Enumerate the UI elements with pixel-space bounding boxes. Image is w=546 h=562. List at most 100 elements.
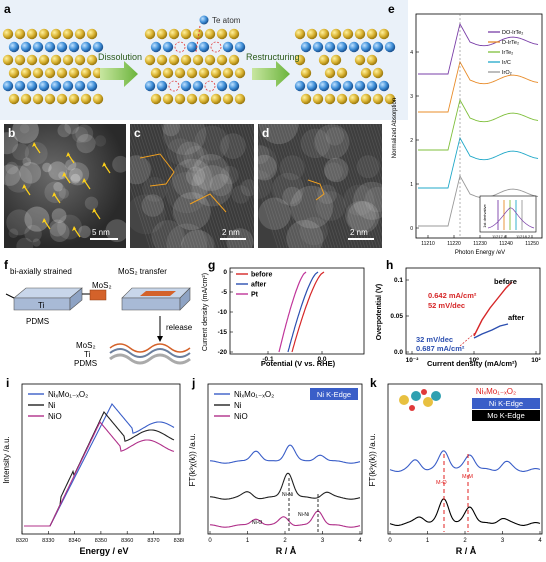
- k-edge-1: Ni K-Edge: [489, 399, 523, 408]
- i-legend-1: NiₓMo₁₋ₓO₂: [48, 390, 88, 399]
- svg-text:0: 0: [208, 538, 212, 544]
- svg-text:10²: 10²: [531, 357, 541, 364]
- svg-text:11230: 11230: [473, 241, 487, 247]
- f-title-1: bi-axially strained: [10, 267, 72, 276]
- svg-text:4: 4: [358, 538, 362, 544]
- h-before: before: [494, 277, 517, 286]
- f-title-2: MoS₂ transfer: [118, 267, 167, 276]
- svg-text:8320: 8320: [16, 538, 28, 544]
- panel-a-schematic: Dissolution Restructuring Te atom: [0, 0, 408, 120]
- svg-text:8370: 8370: [147, 538, 159, 544]
- panel-e-label: e: [388, 2, 395, 16]
- i-legend-3: NiO: [48, 412, 62, 421]
- svg-text:0.0: 0.0: [394, 349, 403, 356]
- panel-d-label: d: [262, 126, 270, 140]
- e-inset-ylabel: 1st derivative: [482, 203, 487, 227]
- e-curve-1: [418, 22, 539, 75]
- svg-text:4: 4: [538, 538, 542, 544]
- g-legend-Pt: Pt: [251, 292, 259, 299]
- k-ylabel: FT(k³χ(k)) /a.u.: [368, 433, 377, 486]
- svg-text:2: 2: [463, 538, 467, 544]
- panel-b-label: b: [8, 126, 16, 140]
- svg-text:-20: -20: [218, 349, 228, 356]
- j-ylabel: FT(k³χ(k)) /a.u.: [188, 433, 197, 486]
- svg-text:0.0: 0.0: [317, 356, 326, 363]
- panel-f: f bi-axially strained MoS₂ transfer Ti P…: [0, 258, 196, 368]
- svg-text:2: 2: [283, 538, 287, 544]
- svg-text:8380: 8380: [174, 538, 184, 544]
- e-inset-xtick-2: 11218.2: [516, 234, 531, 239]
- k-edge-2: Mo K-Edge: [487, 411, 525, 420]
- h-after-j: 0.687 mA/cm²: [416, 344, 465, 353]
- tafel-chart: Overpotential (V) Current density (mA/cm…: [376, 267, 542, 368]
- panel-d-image: d 2 nm: [258, 124, 382, 248]
- panel-a-label: a: [4, 2, 11, 16]
- g-curve-after: [287, 271, 319, 353]
- e-legend-4: Ir/C: [502, 60, 511, 66]
- g-ylabel: Current density (mA/cm²): [202, 273, 209, 351]
- j-curve-1: [210, 444, 361, 464]
- h-after: after: [508, 313, 524, 322]
- svg-text:11220: 11220: [447, 241, 461, 247]
- g-legend-before: before: [251, 272, 273, 279]
- panel-i-label: i: [6, 376, 10, 390]
- j-xlabel: R / Å: [276, 546, 297, 556]
- xanes-chart: Normalized Absorption Photon Energy /eV …: [392, 13, 543, 256]
- h-after-slope: 32 mV/dec: [416, 335, 453, 344]
- i-xlabel: Energy / eV: [79, 546, 128, 556]
- svg-text:-15: -15: [218, 329, 228, 336]
- e-inset: [479, 195, 537, 233]
- j-legend-2: Ni: [234, 401, 242, 410]
- e-legend-3: IrTe₂: [502, 50, 513, 56]
- h-before-slope: 52 mV/dec: [428, 301, 465, 310]
- panel-j: j FT(k³χ(k)) /a.u. R / Å Ni K-Edge 0 1 2 3 4…: [186, 374, 366, 557]
- svg-text:11240: 11240: [499, 241, 513, 247]
- h-ylabel: Overpotential (V): [376, 284, 383, 340]
- panel-f-label: f: [4, 258, 8, 272]
- svg-text:0: 0: [223, 269, 227, 276]
- panel-j-label: j: [192, 376, 196, 390]
- svg-text:8340: 8340: [68, 538, 80, 544]
- svg-text:8350: 8350: [95, 538, 107, 544]
- panel-k-label: k: [370, 376, 377, 390]
- e-curve-3: [418, 98, 539, 151]
- j-curve-2: [210, 472, 361, 500]
- step-dissolution: Dissolution: [98, 52, 142, 62]
- svg-text:3: 3: [410, 94, 413, 100]
- g-xlabel: Potential (V vs. RHE): [261, 359, 336, 368]
- e-ylabel: Normalized Absorption: [392, 98, 398, 158]
- ni-exafs-chart: FT(k³χ(k)) /a.u. R / Å Ni K-Edge 0 1 2 3 4 N…: [188, 383, 363, 556]
- panel-c-image: c 2 nm: [130, 124, 254, 248]
- svg-text:8360: 8360: [121, 538, 133, 544]
- panel-i: i Intensity /a.u. Energy / eV 8320 8330 83…: [0, 374, 186, 557]
- svg-text:0: 0: [388, 538, 392, 544]
- e-curve-4: [418, 136, 539, 189]
- te-atom-icon: [199, 15, 209, 25]
- h-xlabel: Current density (mA/cm²): [427, 359, 518, 368]
- j-legend-1: NiₓMo₁₋ₓO₂: [234, 390, 274, 399]
- h-before-j: 0.642 mA/cm²: [428, 291, 477, 300]
- j-peak-3: Ni-Ni: [298, 512, 309, 518]
- k-xlabel: R / Å: [456, 546, 477, 556]
- mo-exafs-chart: FT(k³χ(k)) /a.u. R / Å NiₓMo₁₋ₓO₂ Ni K-E…: [368, 383, 543, 556]
- e-xlabel: Photon Energy /eV: [455, 250, 505, 256]
- g-curve-Pt: [278, 271, 307, 353]
- te-atom-label: Te atom: [212, 16, 241, 25]
- f-stack-pdms: PDMS: [74, 359, 97, 368]
- f-mos2: MoS₂: [92, 281, 112, 290]
- svg-text:10⁰: 10⁰: [469, 357, 479, 364]
- svg-text:-5: -5: [221, 289, 227, 296]
- h-curve-after: [473, 323, 509, 339]
- e-inset-xtick-1: 11217.8: [492, 234, 507, 239]
- i-ylabel: Intensity /a.u.: [2, 436, 11, 484]
- scale-d: 2 nm: [350, 228, 368, 237]
- scale-c: 2 nm: [222, 228, 240, 237]
- polarization-chart: Current density (mA/cm²) Potential (V vs…: [202, 267, 365, 368]
- e-curve-5: [418, 174, 539, 227]
- k-curve-1: [389, 450, 541, 472]
- h-curve-before: [473, 281, 513, 337]
- g-curve-before: [291, 271, 325, 353]
- panel-k: k FT(k³χ(k)) /a.u. R / Å NiₓMo₁₋ₓO₂ Ni K…: [366, 374, 546, 557]
- svg-text:0.05: 0.05: [390, 313, 403, 320]
- svg-text:4: 4: [410, 50, 413, 56]
